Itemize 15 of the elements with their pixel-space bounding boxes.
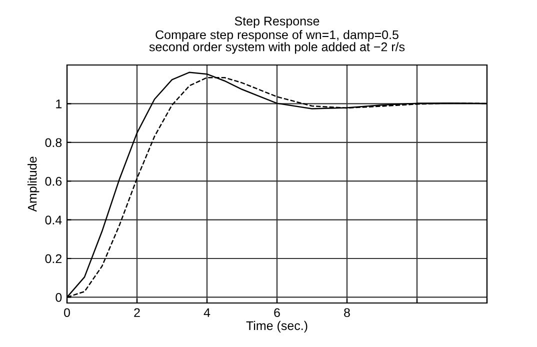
y-axis-title: Amplitude xyxy=(28,156,40,212)
x-axis-title: Time (sec.) xyxy=(246,320,308,333)
x-tick-label: 2 xyxy=(134,308,140,317)
x-tick-label: 0 xyxy=(64,308,70,318)
chart-title: Step Response xyxy=(234,16,320,28)
x-tick-label: 8 xyxy=(344,308,350,318)
x-tick-label: 6 xyxy=(274,308,280,318)
y-tick-label: 1 xyxy=(56,100,62,108)
y-tick-label: 0.8 xyxy=(45,138,62,148)
y-tick-label: 0.2 xyxy=(45,254,62,264)
y-tick-label: 0.4 xyxy=(45,216,62,224)
x-tick-label: 4 xyxy=(204,308,210,317)
chart-subtitle: Compare step response of wn=1, damp=0.5 second order system with pole added at −2 r/s xyxy=(149,30,405,54)
y-tick-label: 0 xyxy=(56,292,62,302)
y-tick-label: 0.6 xyxy=(45,176,62,186)
